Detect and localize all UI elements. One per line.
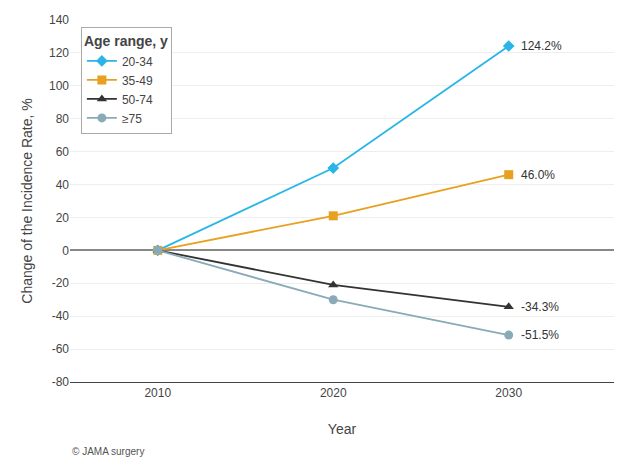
- svg-text:60: 60: [56, 145, 70, 159]
- svg-text:≥75: ≥75: [122, 112, 142, 126]
- svg-text:-80: -80: [52, 375, 70, 389]
- svg-text:-20: -20: [52, 276, 70, 290]
- svg-text:124.2%: 124.2%: [521, 39, 562, 53]
- svg-text:Year: Year: [328, 421, 357, 437]
- svg-text:2010: 2010: [144, 386, 171, 400]
- svg-text:20-34: 20-34: [122, 55, 153, 69]
- svg-text:-60: -60: [52, 342, 70, 356]
- svg-text:0: 0: [62, 244, 69, 258]
- svg-text:-40: -40: [52, 309, 70, 323]
- svg-text:35-49: 35-49: [122, 74, 153, 88]
- svg-text:20: 20: [56, 211, 70, 225]
- svg-text:-34.3%: -34.3%: [521, 300, 559, 314]
- svg-text:Age range, y: Age range, y: [84, 33, 168, 49]
- svg-text:120: 120: [49, 46, 69, 60]
- svg-text:140: 140: [49, 13, 69, 27]
- svg-text:Change of the Incidence Rate,: Change of the Incidence Rate, %: [19, 98, 35, 303]
- svg-text:© JAMA surgery: © JAMA surgery: [72, 446, 144, 457]
- svg-text:50-74: 50-74: [122, 93, 153, 107]
- svg-text:40: 40: [56, 178, 70, 192]
- svg-text:80: 80: [56, 112, 70, 126]
- svg-text:-51.5%: -51.5%: [521, 328, 559, 342]
- svg-text:2030: 2030: [495, 386, 522, 400]
- svg-text:100: 100: [49, 79, 69, 93]
- svg-text:46.0%: 46.0%: [521, 168, 555, 182]
- svg-text:2020: 2020: [320, 386, 347, 400]
